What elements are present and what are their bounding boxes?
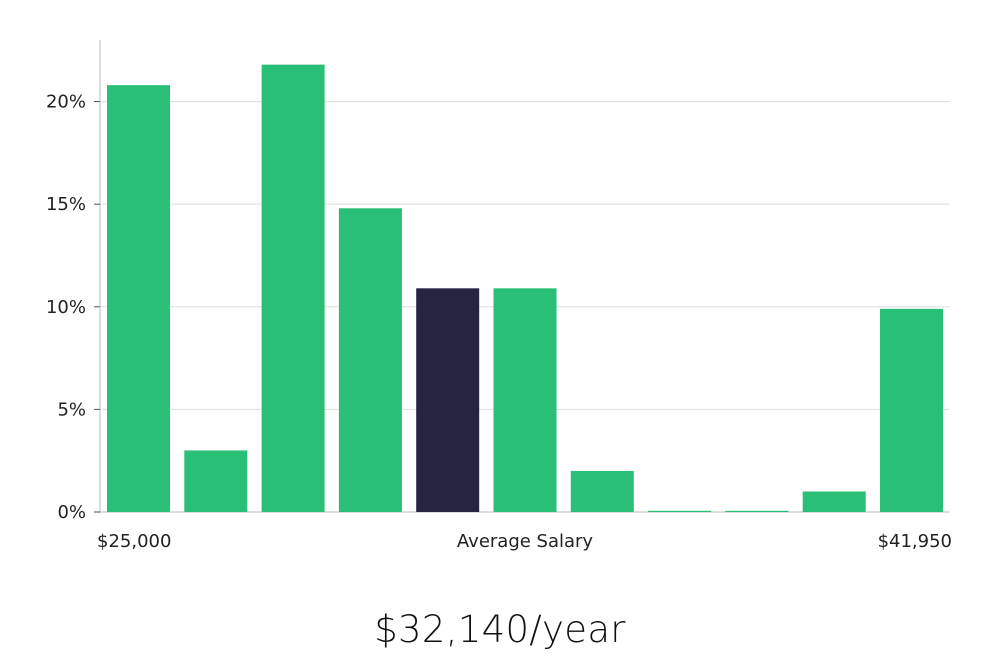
y-tick-label: 15% [46, 194, 86, 215]
bar-bin-4 [338, 208, 402, 512]
bar-bin-11 [880, 308, 943, 512]
x-label-average: Average Salary [457, 531, 594, 552]
y-tick-label: 0% [57, 502, 86, 523]
y-tick-label: 5% [57, 399, 86, 420]
x-label-min: $25,000 [97, 531, 171, 552]
y-axis-ticks: 0% 5% 10% 15% 20% [46, 92, 100, 523]
bar-bin-6 [493, 288, 557, 512]
y-tick-label: 20% [46, 92, 86, 113]
bar-average-bin [416, 288, 480, 512]
y-tick-label: 10% [46, 297, 86, 318]
bar-bin-7 [570, 470, 634, 512]
bar-bin-8 [648, 510, 712, 512]
bar-bin-2 [184, 450, 248, 512]
bar-bin-1 [107, 85, 170, 512]
x-label-max: $41,950 [878, 531, 952, 552]
bar-bin-9 [725, 510, 789, 512]
bars [107, 64, 943, 512]
average-salary-value: $32,140/year [374, 608, 626, 651]
bar-bin-10 [802, 491, 866, 512]
salary-histogram: 0% 5% 10% 15% 20% $25,000 Average Salary $41… [46, 40, 952, 552]
bar-bin-3 [261, 64, 325, 512]
